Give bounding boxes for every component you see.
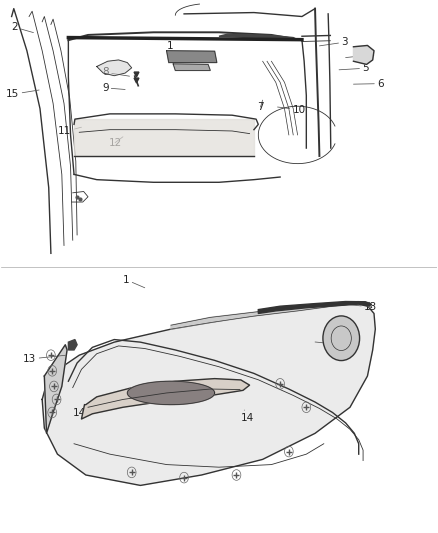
Text: 10: 10 xyxy=(315,340,353,350)
Text: 5: 5 xyxy=(339,63,369,73)
Circle shape xyxy=(323,316,360,360)
Text: 6: 6 xyxy=(353,79,384,88)
Text: 7: 7 xyxy=(257,100,264,112)
Polygon shape xyxy=(81,378,250,419)
Text: 2: 2 xyxy=(11,22,33,33)
Text: 15: 15 xyxy=(6,89,39,99)
Text: 1: 1 xyxy=(166,41,177,56)
Text: 10: 10 xyxy=(278,104,305,115)
Text: 12: 12 xyxy=(109,137,123,148)
Polygon shape xyxy=(353,45,374,64)
Polygon shape xyxy=(171,302,372,329)
Polygon shape xyxy=(68,340,77,350)
Polygon shape xyxy=(97,60,132,76)
Text: 8: 8 xyxy=(102,68,130,77)
Text: 11: 11 xyxy=(58,126,81,136)
FancyBboxPatch shape xyxy=(1,1,437,266)
Text: 9: 9 xyxy=(102,83,125,93)
Polygon shape xyxy=(173,64,210,70)
Text: 13: 13 xyxy=(23,354,65,364)
Text: 4: 4 xyxy=(346,50,374,60)
Polygon shape xyxy=(166,51,217,62)
Text: 14: 14 xyxy=(241,410,254,423)
Polygon shape xyxy=(127,381,215,405)
Text: 3: 3 xyxy=(319,37,348,47)
Text: 13: 13 xyxy=(340,302,377,312)
Polygon shape xyxy=(42,303,375,486)
Text: 1: 1 xyxy=(123,275,145,288)
Polygon shape xyxy=(258,302,372,313)
Text: 14: 14 xyxy=(73,406,100,418)
Polygon shape xyxy=(219,34,297,39)
Polygon shape xyxy=(44,345,67,433)
